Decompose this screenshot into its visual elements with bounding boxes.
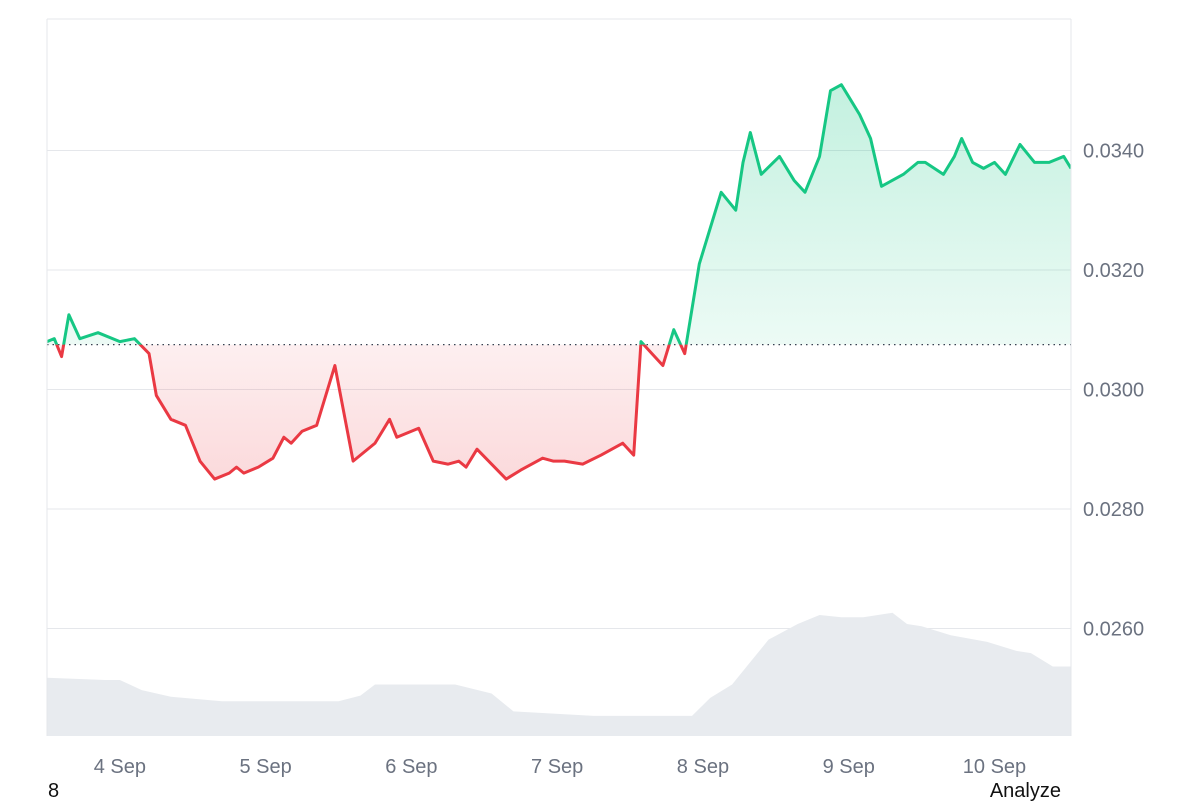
plot-border — [46, 19, 1072, 736]
x-tick-label: 8 Sep — [677, 756, 729, 778]
x-tick-label: 10 Sep — [963, 756, 1026, 778]
y-tick-label: 0.0260 — [1083, 618, 1144, 640]
footer-left-text: 8 — [48, 780, 60, 802]
y-tick-label: 0.0340 — [1083, 140, 1144, 162]
price-fill-above — [47, 84, 1071, 345]
y-tick-label: 0.0320 — [1083, 260, 1144, 282]
y-tick-label: 0.0300 — [1083, 379, 1144, 401]
x-tick-label: 9 Sep — [823, 756, 875, 778]
volume-area — [47, 612, 1071, 736]
y-axis: 0.0340 0.0320 0.0300 0.0280 0.0260 — [1083, 140, 1144, 640]
price-area-fill — [47, 84, 1071, 480]
x-tick-label: 7 Sep — [531, 756, 583, 778]
price-line-down — [55, 344, 688, 481]
x-tick-label: 4 Sep — [94, 756, 146, 778]
price-fill-below — [47, 344, 1071, 480]
price-line-up — [47, 83, 1071, 345]
x-tick-label: 5 Sep — [240, 756, 292, 778]
x-tick-label: 6 Sep — [385, 756, 437, 778]
y-tick-label: 0.0280 — [1083, 499, 1144, 521]
price-line — [47, 83, 1071, 481]
x-axis: 4 Sep 5 Sep 6 Sep 7 Sep 8 Sep 9 Sep 10 Sep — [94, 756, 1026, 778]
volume-area-shape — [47, 612, 1071, 736]
analyze-button[interactable]: Analyze — [989, 780, 1061, 802]
